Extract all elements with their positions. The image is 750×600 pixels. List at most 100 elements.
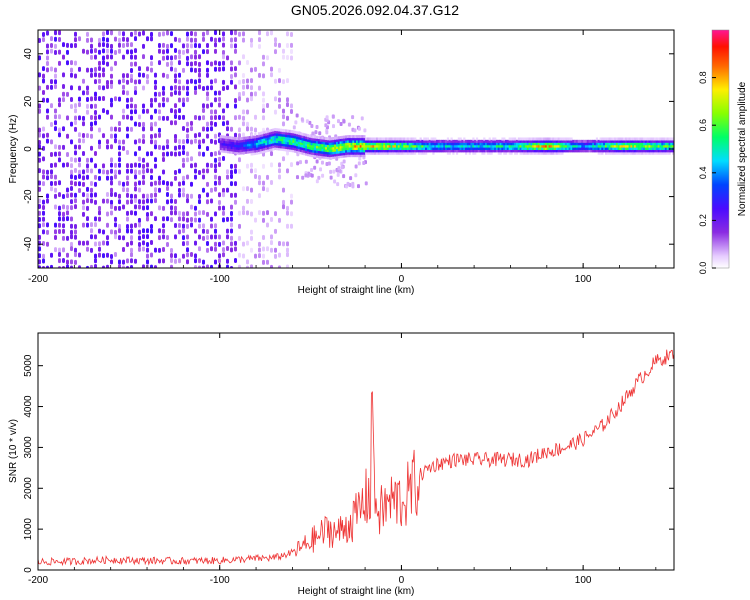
ridge-cell — [250, 142, 253, 146]
ridge-cell — [230, 143, 233, 147]
ridge-cell — [626, 151, 629, 155]
heatmap-cell — [134, 85, 137, 91]
ridge-cell — [246, 138, 250, 142]
heatmap-cell — [238, 252, 241, 258]
ridge-cell — [505, 144, 508, 148]
ridge-cell — [225, 145, 228, 149]
ridge-cell — [296, 131, 299, 135]
ridge-cell — [286, 132, 290, 136]
ridge-cell — [292, 147, 295, 150]
ridge-cell — [270, 138, 273, 142]
ridge-cell — [268, 131, 271, 135]
ridge-cell — [583, 147, 586, 150]
ridge-cell — [650, 139, 653, 143]
heatmap-cell — [158, 109, 161, 115]
ridge-cell — [659, 139, 662, 143]
heatmap-cell — [170, 264, 173, 268]
ridge-cell — [515, 139, 519, 143]
ridge-cell — [563, 144, 566, 148]
heatmap-cell — [118, 162, 121, 168]
ridge-cell — [381, 137, 384, 141]
heatmap-cell — [230, 235, 233, 241]
heatmap-cell — [62, 265, 65, 268]
ridge-cell — [385, 137, 388, 141]
heatmap-cell — [178, 97, 181, 103]
ridge-cell — [430, 149, 433, 153]
heatmap-cell — [138, 246, 141, 252]
ridge-cell — [270, 128, 273, 132]
ridge-cell — [655, 142, 659, 146]
ridge-cell — [548, 137, 551, 141]
ridge-cell — [610, 142, 613, 146]
ridge-cell — [257, 139, 261, 143]
ridge-cell — [281, 140, 284, 144]
heatmap-cell — [218, 175, 221, 181]
ridge-cell — [403, 142, 406, 146]
ridge-cell — [468, 139, 471, 143]
ridge-cell — [517, 142, 520, 146]
ridge-cell — [288, 144, 291, 148]
heatmap-cell — [102, 48, 105, 54]
ridge-cell — [285, 146, 288, 150]
ridge-cell — [619, 149, 622, 153]
ridge-cell — [517, 144, 520, 148]
heatmap-cell — [194, 54, 197, 60]
heatmap-cell — [178, 192, 181, 198]
ridge-cell — [637, 137, 640, 141]
ridge-cell — [630, 137, 633, 141]
heatmap-cell — [286, 78, 289, 84]
heatmap-cell — [282, 241, 285, 247]
heatmap-cell — [118, 145, 121, 151]
ridge-cell — [390, 139, 393, 143]
heatmap-cell — [186, 133, 189, 139]
ridge-cell — [672, 139, 674, 143]
ridge-cell — [595, 137, 599, 141]
heatmap-cell — [214, 115, 217, 121]
ridge-cell — [468, 149, 471, 153]
heatmap-cell — [50, 151, 53, 157]
heatmap-cell — [270, 234, 273, 240]
heatmap-cell — [134, 258, 137, 264]
ridge-cell — [528, 151, 531, 155]
heatmap-cell — [106, 139, 109, 145]
ridge-cell — [279, 140, 282, 144]
ridge-cell — [594, 147, 597, 150]
ridge-cell — [572, 139, 575, 143]
heatmap-cell — [70, 180, 73, 186]
ridge-cell — [403, 137, 406, 141]
heatmap-cell — [336, 119, 340, 124]
heatmap-cell — [98, 216, 101, 222]
ridge-cell — [296, 147, 299, 151]
heatmap-cell — [66, 259, 69, 265]
ridge-cell — [654, 137, 657, 141]
heatmap-cell — [58, 127, 61, 133]
heatmap-cell — [262, 210, 265, 216]
heatmap-cell — [78, 96, 81, 102]
ridge-cell — [624, 139, 628, 143]
heatmap-cell — [254, 253, 257, 259]
ridge-cell — [506, 139, 510, 143]
ridge-cell — [372, 137, 375, 141]
heatmap-cell — [154, 72, 157, 78]
heatmap-cell — [130, 61, 133, 67]
ridge-cell — [604, 139, 608, 143]
heatmap-cell — [154, 247, 157, 253]
ridge-cell — [237, 151, 241, 155]
ridge-cell — [621, 139, 624, 143]
ridge-cell — [574, 149, 577, 153]
heatmap-cell — [194, 217, 197, 223]
ridge-cell — [374, 139, 377, 143]
heatmap-cell — [74, 204, 77, 210]
heatmap-cell — [202, 210, 205, 216]
ridge-cell — [363, 144, 366, 148]
ridge-cell — [534, 151, 537, 155]
heatmap-cell — [102, 265, 105, 268]
ridge-cell — [305, 138, 308, 142]
ridge-cell — [461, 142, 464, 146]
ridge-cell — [434, 139, 437, 143]
ridge-cell — [323, 146, 326, 150]
heatmap-cell — [158, 31, 161, 37]
heatmap-cell — [190, 193, 193, 199]
ridge-cell — [406, 144, 410, 148]
ridge-cell — [597, 144, 600, 148]
